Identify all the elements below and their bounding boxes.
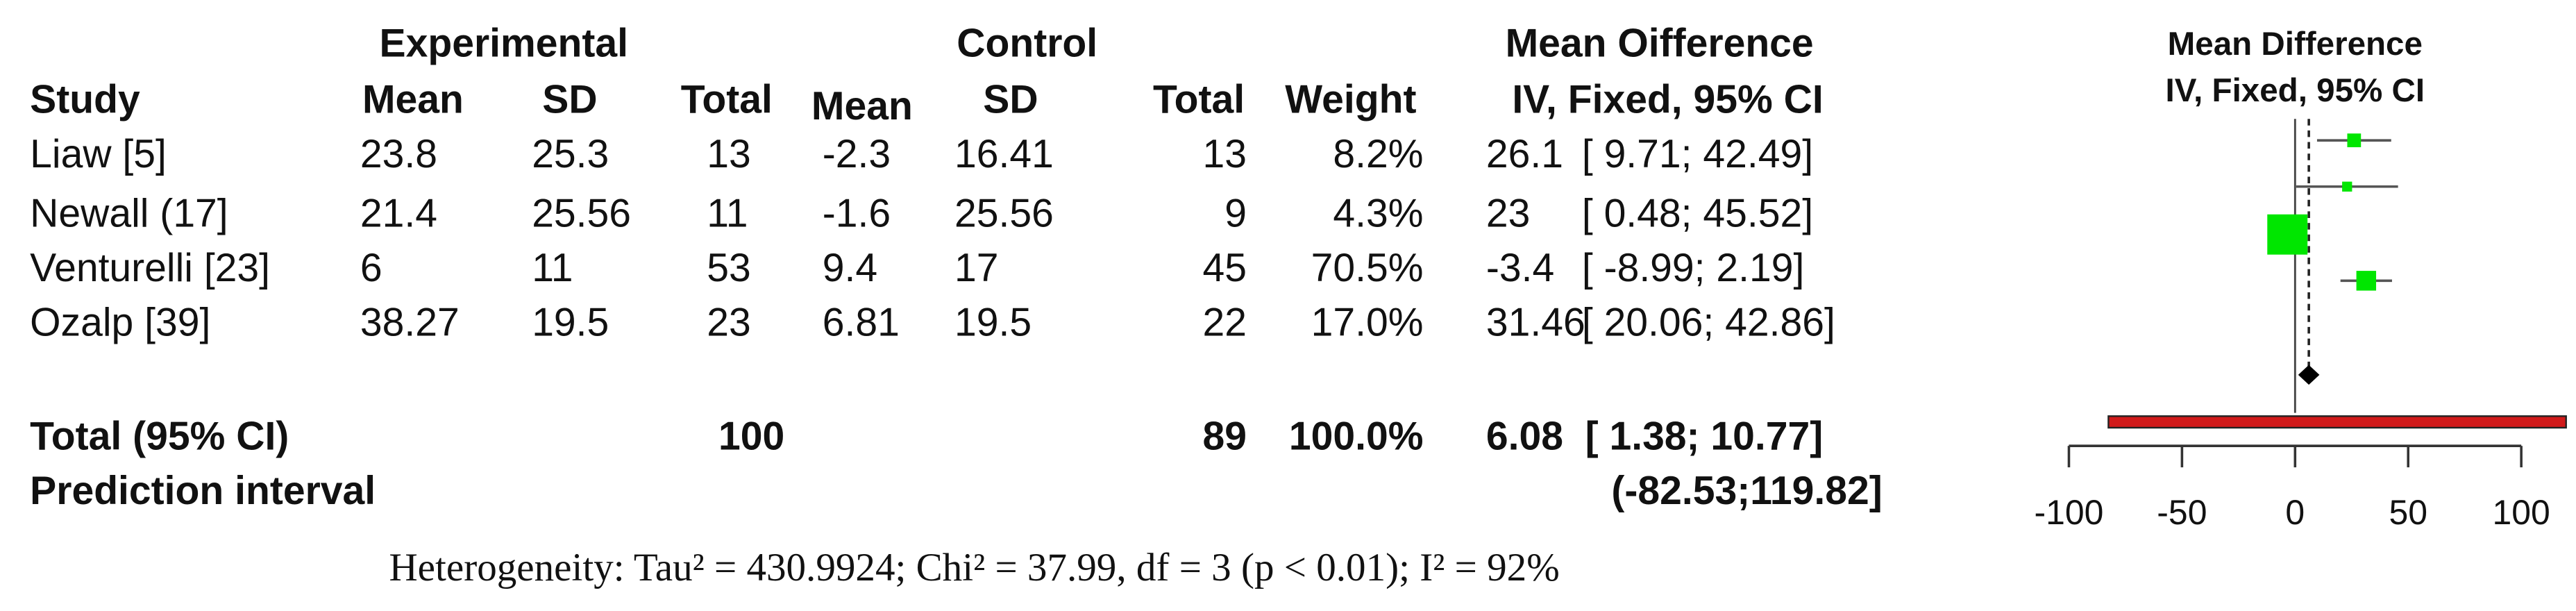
summary-diamond — [2298, 365, 2320, 385]
table-cell: 17 — [954, 246, 998, 290]
table-cell: 45 — [1203, 246, 1247, 290]
table-cell: 16.41 — [954, 132, 1054, 176]
prediction-cell: (-82.53;119.82] — [1611, 469, 1882, 513]
total-cell: 89 — [1203, 415, 1247, 459]
table-cell: 25.56 — [954, 192, 1054, 236]
table-cell: 19.5 — [532, 301, 609, 345]
study-name: Ozalp [39] — [30, 301, 210, 345]
table-cell: 22 — [1203, 301, 1247, 345]
table-cell: 25.3 — [532, 132, 609, 176]
table-cell: 23 — [707, 301, 750, 345]
column-header: Mean — [811, 84, 913, 128]
table-cell: 26.1 — [1486, 132, 1563, 176]
weight-square — [2347, 133, 2362, 148]
column-header: IV, Fixed, 95% CI — [1512, 78, 1823, 122]
table-cell: 11 — [707, 192, 748, 236]
table-cell: 38.27 — [360, 301, 460, 345]
total-cell: 6.08 — [1486, 415, 1563, 459]
table-cell: 11 — [532, 246, 573, 290]
x-tick-label: 100 — [2492, 493, 2550, 532]
column-header: Total — [681, 78, 773, 122]
total-label: Total (95% CI) — [30, 415, 289, 459]
total-cell: 100 — [718, 415, 784, 459]
table-cell: 19.5 — [954, 301, 1032, 345]
table-cell: 13 — [707, 132, 750, 176]
table-cell: 9.4 — [823, 246, 877, 290]
column-header: Study — [30, 78, 140, 122]
table-cell: 8.2% — [1333, 132, 1423, 176]
table-cell: 23.8 — [360, 132, 437, 176]
table-cell: -2.3 — [823, 132, 891, 176]
table-cell: 70.5% — [1311, 246, 1424, 290]
column-header: Weight — [1285, 78, 1416, 122]
study-name: Venturelli [23] — [30, 246, 270, 290]
group-header: Mean Oifference — [1506, 22, 1814, 66]
table-cell: [ 9.71; 42.49] — [1582, 132, 1813, 176]
table-cell: -3.4 — [1486, 246, 1554, 290]
table-cell: [ -8.99; 2.19] — [1582, 246, 1804, 290]
weight-square — [2267, 214, 2308, 255]
table-cell: 23 — [1486, 192, 1531, 236]
x-tick-label: -50 — [2157, 493, 2207, 532]
table-cell: 17.0% — [1311, 301, 1424, 345]
weight-square — [2342, 181, 2352, 192]
column-header: SD — [542, 78, 597, 122]
plot-title: Mean Difference — [2168, 26, 2423, 62]
table-cell: 13 — [1203, 132, 1247, 176]
table-cell: 9 — [1224, 192, 1247, 236]
table-cell: 6.81 — [823, 301, 900, 345]
heterogeneity: Heterogeneity: Tau² = 430.9924; Chi² = 3… — [389, 546, 1559, 589]
table-cell: 25.56 — [532, 192, 631, 236]
weight-square — [2356, 271, 2377, 291]
table-cell: -1.6 — [823, 192, 891, 236]
table-cell: [ 20.06; 42.86] — [1582, 301, 1835, 345]
table-cell: 53 — [707, 246, 750, 290]
column-header: Mean — [362, 78, 464, 122]
x-tick-label: -100 — [2034, 493, 2103, 532]
x-tick-label: 0 — [2285, 493, 2305, 532]
table-cell: 4.3% — [1333, 192, 1423, 236]
study-name: Newall (17] — [30, 192, 228, 236]
table-cell: 21.4 — [360, 192, 437, 236]
column-header: Total — [1153, 78, 1245, 122]
prediction-label: Prediction interval — [30, 469, 376, 513]
group-header: Control — [957, 22, 1097, 66]
total-cell: 100.0% — [1289, 415, 1424, 459]
total-cell: [ 1.38; 10.77] — [1585, 415, 1824, 459]
x-tick-label: 50 — [2389, 493, 2427, 532]
table-cell: 6 — [360, 246, 382, 290]
study-name: Liaw [5] — [30, 132, 167, 176]
table-cell: 31.46 — [1486, 301, 1585, 345]
plot-title: IV, Fixed, 95% CI — [2166, 72, 2425, 109]
prediction-interval — [2107, 415, 2567, 429]
table-cell: [ 0.48; 45.52] — [1582, 192, 1813, 236]
group-header: Experimental — [380, 22, 628, 66]
column-header: SD — [983, 78, 1038, 122]
